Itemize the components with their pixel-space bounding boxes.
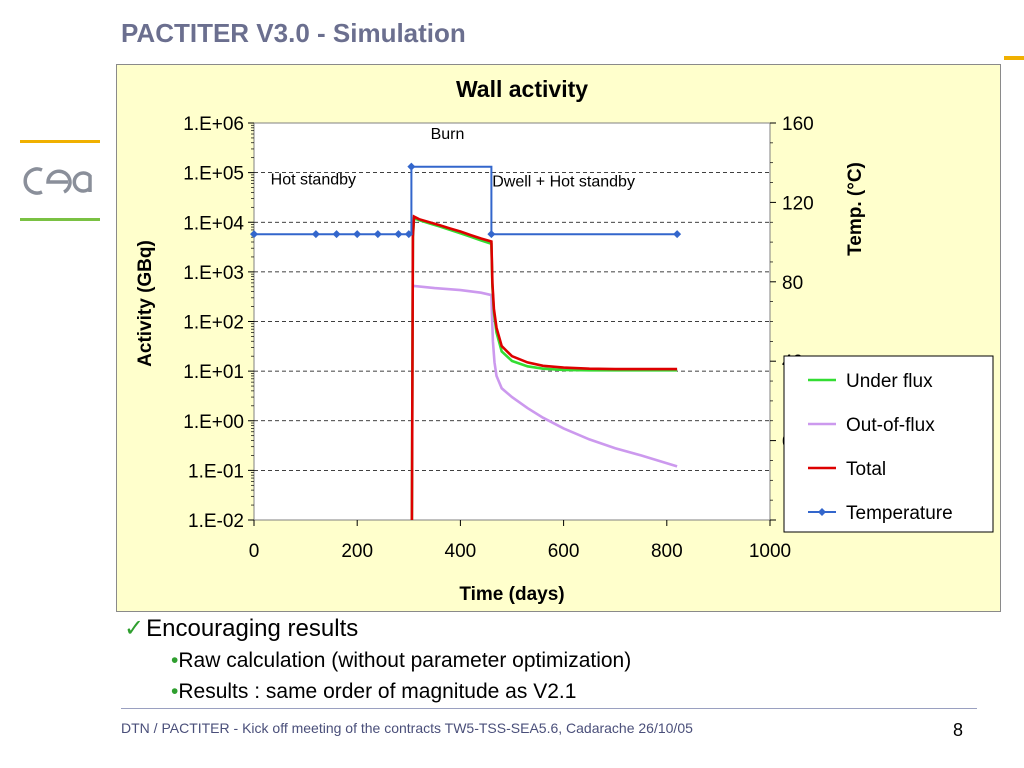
x-axis-label: Time (days) [459, 584, 564, 605]
x-tick-label: 600 [548, 541, 580, 562]
temperature-marker [407, 162, 416, 171]
bullet-dot-icon: • [171, 649, 179, 672]
wall-activity-chart: 1.E-02 1.E-01 1.E+00 1.E+01 1.E+02 1.E+03 1.E+… [135, 76, 994, 605]
bullet-sub: •Raw calculation (without parameter opti… [171, 649, 631, 673]
footer-divider [121, 708, 977, 709]
logo-letters [23, 167, 92, 195]
chart-frame: 1.E-02 1.E-01 1.E+00 1.E+01 1.E+02 1.E+03 1.E+… [116, 64, 1001, 612]
phase-annotation: Hot standby [271, 172, 356, 189]
y-tick-label: 1.E+03 [183, 263, 244, 284]
bullet-main-text: Encouraging results [146, 615, 359, 642]
checkmark-icon: ✓ [124, 615, 145, 642]
y2-tick-label: 160 [782, 114, 814, 135]
temperature-marker [487, 230, 496, 239]
bullet-dot-icon: • [171, 680, 179, 703]
y-tick-label: 1.E-02 [188, 511, 244, 532]
y2-tick-label: 120 [782, 193, 814, 214]
phase-annotation: Dwell + Hot standby [492, 174, 635, 191]
bullet-sub-text: Raw calculation (without parameter optim… [178, 649, 632, 672]
temperature-marker [332, 230, 341, 239]
temperature-marker [250, 230, 258, 239]
x-tick-label: 200 [341, 541, 373, 562]
x-tick-label: 400 [445, 541, 477, 562]
y-tick-label: 1.E+05 [183, 164, 244, 185]
x-tick-label: 800 [651, 541, 683, 562]
temperature-marker [353, 230, 362, 239]
footer-text: DTN / PACTITER - Kick off meeting of the… [121, 720, 693, 736]
bullet-sub-text: Results : same order of magnitude as V2.… [178, 680, 577, 703]
legend-marker [818, 508, 826, 516]
bullet-sub: •Results : same order of magnitude as V2… [171, 680, 576, 704]
temperature-marker [404, 230, 413, 239]
phase-annotation: Burn [431, 126, 465, 143]
series-line-out-of-flux [412, 284, 678, 468]
logo-accent-top [20, 140, 100, 143]
y-tick-label: 1.E+02 [183, 313, 244, 334]
legend-label: Out-of-flux [846, 415, 935, 436]
cea-logo [20, 140, 100, 221]
temperature-marker [673, 230, 682, 239]
temperature-marker [394, 230, 403, 239]
series-line-total [410, 214, 678, 521]
y2-axis-label: Temp. (°C) [845, 162, 866, 256]
legend-box [783, 355, 994, 533]
bullet-main: ✓Encouraging results [124, 614, 358, 643]
temperature-marker [311, 230, 320, 239]
legend-label: Total [846, 459, 886, 480]
y-tick-label: 1.E-01 [188, 461, 244, 482]
slide-title: PACTITER V3.0 - Simulation [121, 18, 466, 48]
y-tick-label: 1.E+01 [183, 362, 244, 383]
x-tick-label: 0 [249, 541, 260, 562]
y2-tick-label: 80 [782, 273, 803, 294]
temperature-marker [373, 230, 382, 239]
y-tick-label: 1.E+00 [183, 412, 244, 433]
y-axis-label: Activity (GBq) [135, 240, 156, 367]
legend-label: Under flux [846, 371, 933, 392]
x-tick-label: 1000 [749, 541, 791, 562]
page-number: 8 [953, 720, 964, 740]
logo-accent-bottom [20, 218, 100, 221]
y-tick-label: 1.E+06 [183, 114, 244, 135]
chart-title: Wall activity [456, 76, 588, 102]
legend-label: Temperature [846, 503, 953, 524]
top-accent-bar [1004, 56, 1024, 60]
y-tick-label: 1.E+04 [183, 213, 244, 234]
